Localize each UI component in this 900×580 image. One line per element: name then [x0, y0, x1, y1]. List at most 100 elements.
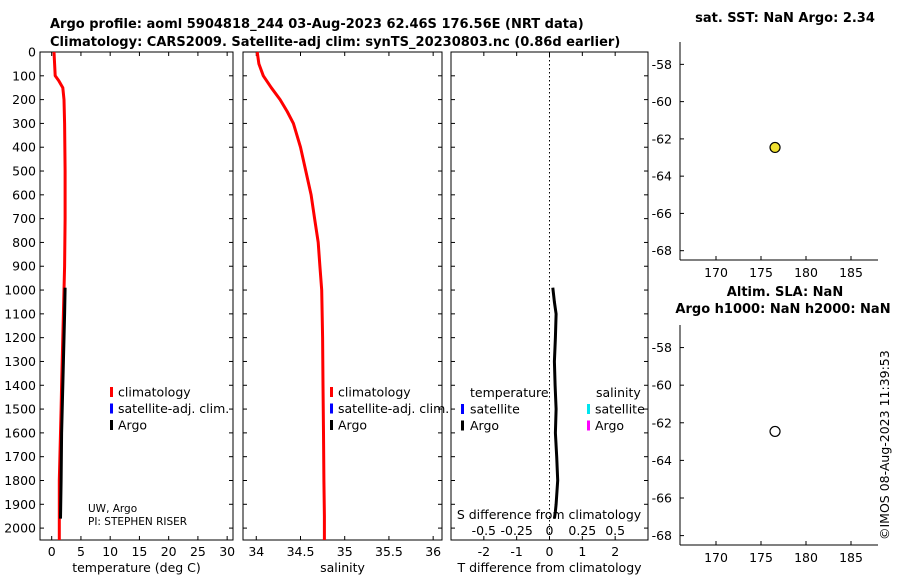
salinity-difference-tick-label: 0: [546, 523, 554, 538]
y-tick-label: 200: [12, 92, 36, 107]
y-tick-label: 300: [12, 116, 36, 131]
map-x-tick-label: 185: [839, 265, 863, 280]
y-tick-label: 1500: [4, 402, 36, 417]
x-axis-label: temperature (deg C): [72, 560, 201, 575]
plot-frame: [39, 51, 234, 541]
y-tick-label: 2000: [4, 521, 36, 536]
y-tick-label: 1900: [4, 497, 36, 512]
map-y-tick-label: -58: [652, 340, 672, 355]
legend-swatch: [587, 404, 590, 414]
map-title: sat. SST: NaN Argo: 2.34: [695, 11, 875, 26]
legend-label: Argo: [595, 418, 624, 433]
y-tick-label: 1000: [4, 283, 36, 298]
map-x-tick-label: 170: [704, 550, 728, 565]
map-title: Altim. SLA: NaN: [727, 285, 843, 300]
series-line-climatology: [52, 51, 67, 540]
map-x-tick-label: 175: [749, 550, 773, 565]
salinity-difference-tick-label: 0.25: [568, 523, 596, 538]
x-tick-label: 15: [131, 544, 147, 559]
x-tick-label: 35: [337, 544, 353, 559]
salinity-difference-axis-label: S difference from climatology: [457, 507, 642, 522]
legend-label: satellite: [470, 402, 520, 417]
map-y-tick-label: -68: [652, 528, 672, 543]
legend-label: climatology: [338, 385, 411, 400]
x-tick-label: 35.5: [375, 544, 403, 559]
figure-title-line2: Climatology: CARS2009. Satellite-adj cli…: [50, 35, 620, 50]
difference-panel: -2 -1 0 1 2T difference from climatology temp…: [450, 51, 649, 575]
map-y-tick-label: -66: [652, 206, 672, 221]
salinity-difference-tick-label: -0.25: [500, 523, 532, 538]
legend-swatch: [587, 420, 590, 431]
x-tick-label: 1: [578, 544, 586, 559]
legend-swatch: [110, 420, 113, 430]
y-tick-label: 1600: [4, 425, 36, 440]
map-y-tick-label: -66: [652, 490, 672, 505]
float-location-marker: [769, 141, 781, 154]
map-y-tick-label: -60: [652, 378, 672, 393]
map-x-tick-label: 175: [749, 265, 773, 280]
y-tick-label: 0: [28, 45, 36, 60]
y-tick-label: 100: [12, 68, 36, 83]
series-line-argo: [551, 287, 560, 519]
map-y-tick-label: -60: [652, 94, 672, 109]
sla-map-panel: Altim. SLA: NaN Argo h1000: NaN h2000: Na…: [652, 285, 891, 565]
legend-label: Argo: [470, 418, 499, 433]
x-tick-label: 10: [102, 544, 118, 559]
x-tick-label: 0: [48, 544, 56, 559]
x-tick-label: 36: [425, 544, 441, 559]
legend-swatch: [461, 420, 464, 431]
temperature-panel: 0100200300400500600700800900100011001200…: [4, 45, 235, 576]
x-tick-label: 25: [190, 544, 206, 559]
map-y-tick-label: -64: [652, 169, 672, 184]
series-line-argo: [59, 287, 67, 519]
plot-frame: [242, 51, 443, 541]
legend-salinity-title: salinity: [596, 385, 641, 400]
legend-swatch: [110, 403, 113, 414]
y-tick-label: 1800: [4, 473, 36, 488]
legend-label: satellite-adj. clim.: [118, 401, 229, 416]
salinity-panel: 34 34.5 35 35.5 36 salinity climatologysatelli…: [242, 51, 449, 575]
y-tick-label: 400: [12, 140, 36, 155]
map-y-tick-label: -62: [652, 131, 672, 146]
legend-label: satellite-adj. clim.: [338, 401, 449, 416]
legend-label: satellite: [595, 402, 645, 417]
copyright-stamp: ©IMOS 08-Aug-2023 11:39:53: [877, 350, 892, 540]
legend-swatch: [330, 420, 333, 430]
y-tick-label: 1700: [4, 449, 36, 464]
map-title-line2: Argo h1000: NaN h2000: NaN: [675, 302, 890, 317]
legend-label: Argo: [338, 418, 367, 433]
x-tick-label: 20: [161, 544, 177, 559]
attribution-line2: PI: STEPHEN RISER: [88, 516, 187, 528]
salinity-difference-tick-label: -0.5: [472, 523, 496, 538]
y-tick-label: 600: [12, 187, 36, 202]
x-tick-label: -2: [478, 544, 490, 559]
y-tick-label: 700: [12, 211, 36, 226]
attribution-line1: UW, Argo: [88, 503, 137, 515]
map-y-tick-label: -64: [652, 453, 672, 468]
map-y-tick-label: -68: [652, 243, 672, 258]
x-tick-label: 34: [248, 544, 264, 559]
legend-label: Argo: [118, 418, 147, 433]
x-tick-label: -1: [510, 544, 522, 559]
sst-map-panel: sat. SST: NaN Argo: 2.34 -58 -60 -62 -64 -66 -…: [652, 11, 878, 280]
y-tick-label: 1200: [4, 330, 36, 345]
map-x-tick-label: 170: [704, 265, 728, 280]
legend-label: climatology: [118, 385, 191, 400]
legend-swatch: [330, 387, 333, 397]
y-tick-label: 800: [12, 235, 36, 250]
y-tick-label: 500: [12, 164, 36, 179]
salinity-difference-tick-label: 0.5: [605, 523, 625, 538]
y-tick-label: 1300: [4, 354, 36, 369]
series-line-climatology: [255, 51, 326, 540]
map-x-tick-label: 180: [794, 265, 818, 280]
legend-temperature-title: temperature: [470, 385, 549, 400]
x-tick-label: 34.5: [287, 544, 315, 559]
x-tick-label: 0: [546, 544, 554, 559]
map-y-tick-label: -62: [652, 415, 672, 430]
float-location-marker: [769, 425, 781, 438]
x-tick-label: 30: [219, 544, 235, 559]
legend-swatch: [461, 404, 464, 414]
y-tick-label: 1400: [4, 378, 36, 393]
y-tick-label: 900: [12, 259, 36, 274]
